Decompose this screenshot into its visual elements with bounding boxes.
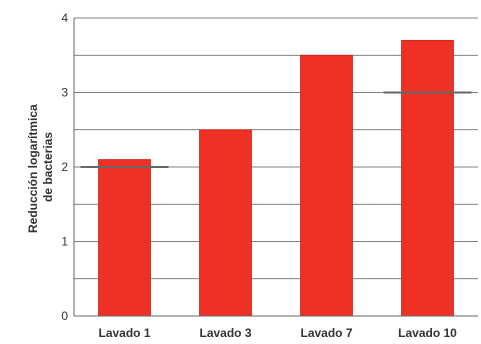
bar	[401, 39, 454, 317]
y-axis-label: Reducción logarítmica de bacterias	[26, 101, 55, 233]
y-tick-labels: 0 1 2 3 4	[61, 11, 68, 323]
y-axis-label-line1: Reducción logarítmica	[26, 104, 40, 233]
y-axis-label-line2: de bacterias	[41, 132, 55, 202]
x-tick-label: Lavado 3	[199, 326, 251, 340]
x-tick-label: Lavado 10	[398, 326, 457, 340]
y-tick-label: 3	[61, 86, 68, 100]
y-tick-label: 1	[61, 235, 68, 249]
bar	[98, 159, 151, 317]
bar	[300, 54, 353, 317]
x-tick-label: Lavado 7	[300, 326, 352, 340]
bars	[98, 39, 454, 317]
x-tick-labels: Lavado 1 Lavado 3 Lavado 7 Lavado 10	[98, 326, 457, 340]
reference-marks	[80, 91, 472, 168]
y-tick-label: 2	[61, 160, 68, 174]
y-tick-label: 0	[61, 309, 68, 323]
bar	[199, 129, 252, 317]
x-tick-label: Lavado 1	[98, 326, 150, 340]
y-tick-label: 4	[61, 11, 68, 25]
